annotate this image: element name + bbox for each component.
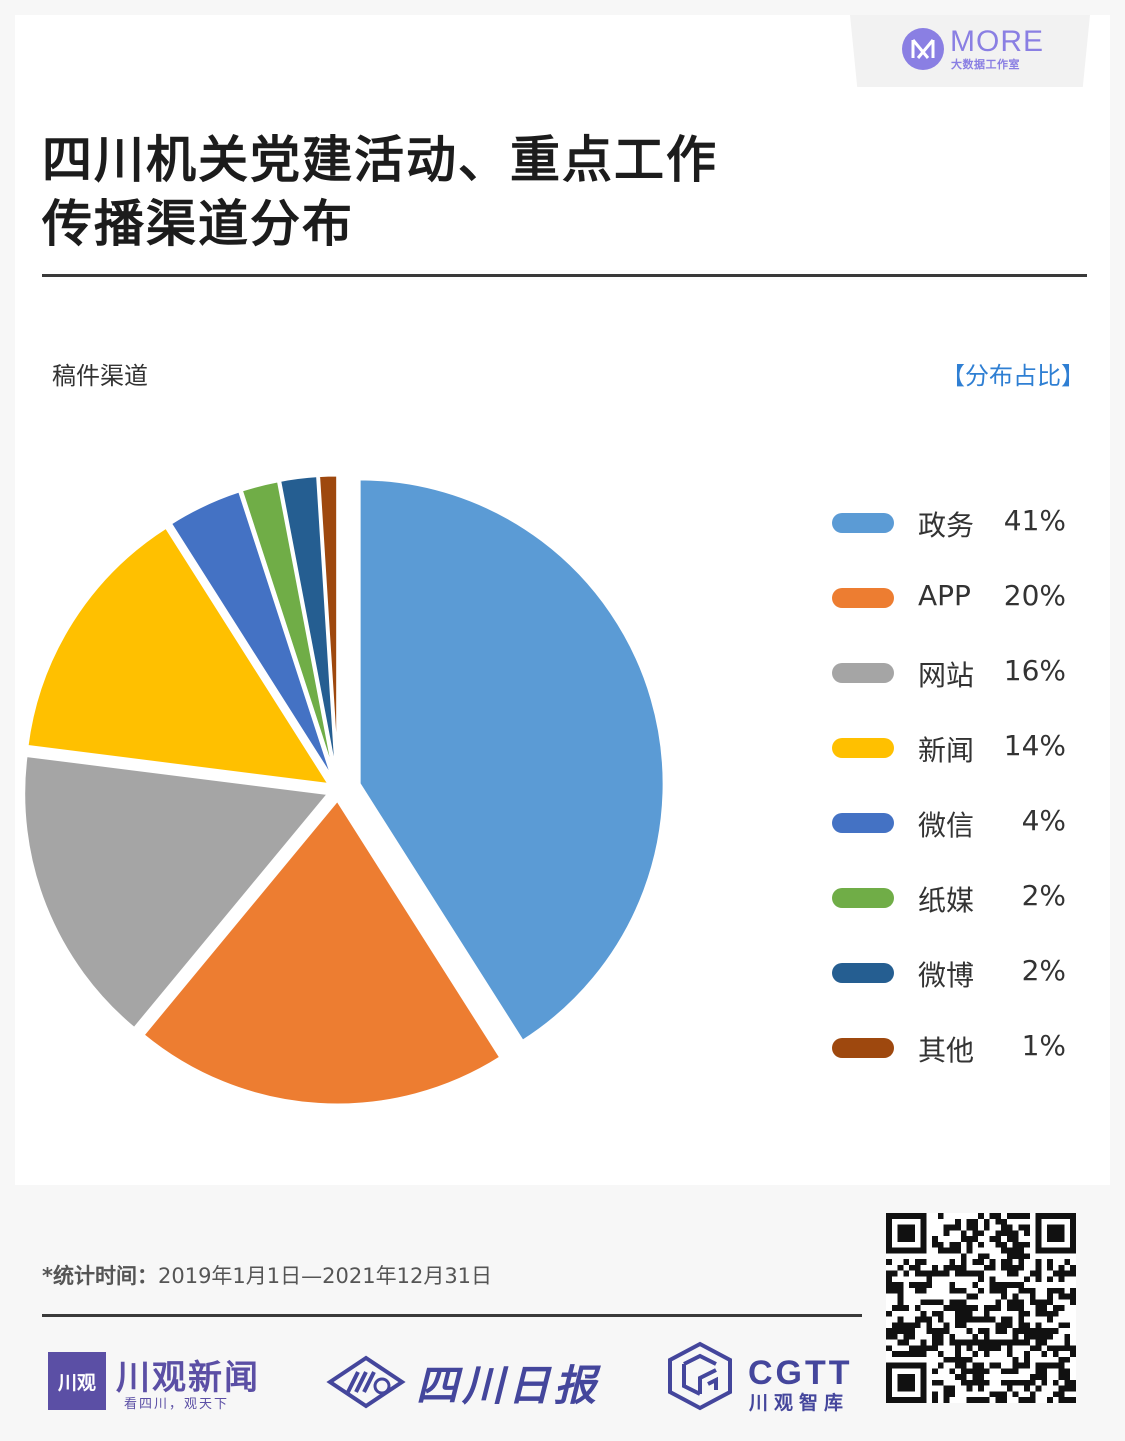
legend-label: 纸媒	[918, 884, 975, 917]
legend-percent: 1%	[1021, 1029, 1066, 1062]
legend-swatch	[832, 738, 894, 758]
cgtt-name: CGTT	[748, 1354, 853, 1392]
legend-label: 微信	[918, 809, 975, 842]
page-title: 四川机关党建活动、重点工作 传播渠道分布	[42, 128, 718, 256]
cgtt-subtitle: 川观智库	[749, 1392, 850, 1414]
legend-item: 其他 1%	[832, 1025, 1092, 1100]
axis-label-share: 【分布占比】	[941, 362, 1085, 390]
legend-label: 新闻	[918, 734, 975, 767]
pie-slice-2	[22, 753, 332, 1031]
legend-swatch	[832, 1038, 894, 1058]
legend-item: 新闻 14%	[832, 725, 1092, 800]
chart-legend: 政务 41% APP 20% 网站 16% 新闻 14% 微信 4% 纸媒 2% 微博 2% 其他 1%	[832, 500, 1092, 1100]
pie-slice-3	[25, 525, 333, 787]
legend-percent: 14%	[1003, 729, 1066, 762]
sichuan-daily-name: 四川日报	[416, 1361, 601, 1410]
legend-item: 政务 41%	[832, 500, 1092, 575]
legend-label: 网站	[918, 659, 975, 692]
sichuan-daily-logo-icon	[326, 1355, 406, 1409]
brand-tab	[850, 15, 1090, 87]
chuanguan-slogan: 看四川，观天下	[124, 1397, 230, 1412]
legend-label: 政务	[918, 509, 975, 542]
brand-subtitle: 大数据工作室	[951, 58, 1020, 71]
axis-label-channel: 稿件渠道	[52, 362, 148, 390]
pie-slice-1	[140, 797, 503, 1107]
legend-label: 微博	[918, 959, 975, 992]
legend-swatch	[832, 513, 894, 533]
chuanguan-logo-icon: 川观	[48, 1352, 106, 1410]
legend-percent: 20%	[1003, 579, 1066, 612]
footnote-value: 2019年1月1日—2021年12月31日	[157, 1264, 493, 1288]
pie-slice-0	[357, 477, 666, 1044]
legend-item: 微信 4%	[832, 800, 1092, 875]
brand-name: MORE	[950, 25, 1044, 58]
legend-item: APP 20%	[832, 575, 1092, 650]
legend-percent: 4%	[1021, 804, 1066, 837]
pie-slice-4	[168, 488, 336, 782]
footnote-label: *统计时间：	[42, 1264, 158, 1288]
legend-swatch	[832, 963, 894, 983]
legend-percent: 2%	[1021, 954, 1066, 987]
title-line-1: 四川机关党建活动、重点工作	[42, 131, 718, 189]
footnote: *统计时间：2019年1月1日—2021年12月31日	[42, 1260, 492, 1290]
legend-item: 网站 16%	[832, 650, 1092, 725]
legend-percent: 2%	[1021, 879, 1066, 912]
legend-swatch	[832, 588, 894, 608]
more-logo-icon	[902, 28, 944, 70]
title-line-2: 传播渠道分布	[42, 195, 354, 253]
legend-label: 其他	[918, 1034, 975, 1067]
footer-divider	[42, 1314, 862, 1317]
legend-item: 微博 2%	[832, 950, 1092, 1025]
pie-slice-7	[316, 473, 340, 781]
legend-percent: 41%	[1003, 504, 1066, 537]
legend-swatch	[832, 888, 894, 908]
title-divider	[42, 274, 1087, 277]
cgtt-logo-icon	[668, 1341, 732, 1411]
chuanguan-news-name: 川观新闻	[116, 1358, 260, 1398]
legend-swatch	[832, 663, 894, 683]
legend-percent: 16%	[1003, 654, 1066, 687]
legend-item: 纸媒 2%	[832, 875, 1092, 950]
legend-swatch	[832, 813, 894, 833]
legend-label: APP	[918, 579, 971, 612]
qr-code-icon[interactable]	[886, 1213, 1076, 1403]
